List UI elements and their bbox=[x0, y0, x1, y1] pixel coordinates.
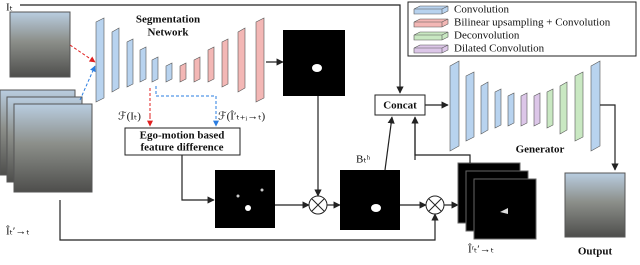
legend-label: Dilated Convolution bbox=[454, 43, 545, 55]
generator-label: Generator bbox=[516, 144, 565, 156]
masked-frames bbox=[457, 162, 537, 240]
mask-label: Bₜʰ bbox=[356, 154, 371, 166]
input-images bbox=[0, 11, 93, 193]
legend-label: Convolution bbox=[454, 4, 510, 16]
input-label: Iₜ bbox=[6, 2, 13, 14]
output-label: Output bbox=[578, 246, 613, 258]
segmentation-mask bbox=[283, 30, 345, 96]
legend: Convolution Bilinear upsampling + Convol… bbox=[407, 1, 637, 57]
output-image bbox=[564, 172, 626, 238]
feature-label: ℱ(Iₜ) bbox=[118, 111, 141, 123]
seg-title: Network bbox=[148, 27, 190, 39]
seg-title: Segmentation bbox=[136, 14, 200, 26]
ego-motion-label: Ego-motion based bbox=[140, 130, 225, 142]
concat-label: Concat bbox=[383, 100, 417, 112]
legend-label: Deconvolution bbox=[454, 30, 520, 42]
difference-map bbox=[215, 170, 275, 228]
masked-label: Îʳₜ′→ₜ bbox=[468, 244, 494, 256]
warped-label: Îₜ′→ₜ bbox=[6, 226, 30, 238]
multiply bbox=[308, 195, 328, 215]
multiply bbox=[425, 195, 445, 215]
mask-image bbox=[340, 170, 400, 230]
legend-label: Bilinear upsampling + Convolution bbox=[454, 17, 611, 29]
segmentation-blocks bbox=[95, 17, 265, 103]
feature-label: ℱ(Î′ₜ₊ᵢ→ₜ) bbox=[218, 111, 265, 123]
generator-blocks bbox=[449, 60, 601, 152]
ego-motion-box bbox=[124, 127, 241, 156]
ego-motion-label: feature difference bbox=[141, 142, 224, 154]
